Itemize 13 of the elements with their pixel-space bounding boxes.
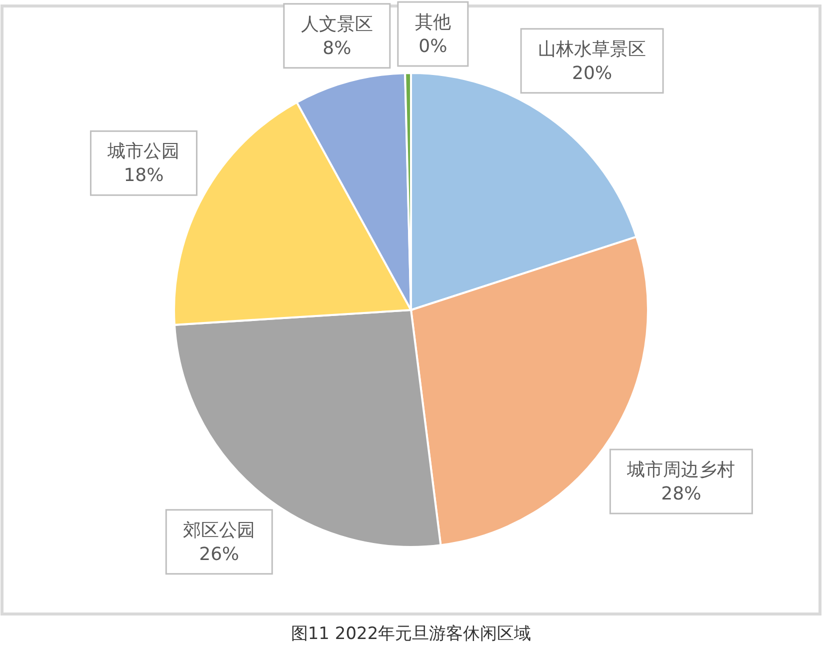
- data-label: 26%: [199, 544, 240, 565]
- slice-label: 城市公园: [106, 141, 180, 162]
- data-label: 18%: [124, 165, 164, 186]
- data-label: 0%: [418, 36, 448, 58]
- slice-label: 郊区公园: [183, 520, 256, 541]
- slice-label: 其他: [414, 12, 451, 34]
- text: 图11 2022年元旦游客休闲区域: [290, 624, 532, 644]
- data-label: 28%: [661, 483, 702, 504]
- slice-label: 山林水草景区: [538, 38, 646, 60]
- slice-label: 城市周边乡村: [626, 459, 736, 480]
- data-label: 20%: [572, 62, 612, 84]
- data-label: 8%: [322, 38, 352, 59]
- slice-label: 人文景区: [300, 14, 373, 35]
